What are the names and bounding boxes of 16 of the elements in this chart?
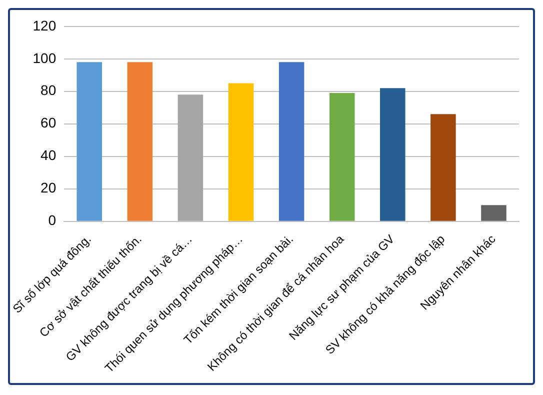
- y-tick-label: 0: [48, 212, 56, 228]
- bar: [178, 94, 204, 221]
- bar: [228, 83, 254, 221]
- y-tick-label: 120: [32, 17, 56, 34]
- bar: [76, 62, 102, 221]
- bar: [380, 88, 406, 221]
- bar: [430, 114, 456, 221]
- bar: [127, 62, 153, 221]
- y-tick-label: 60: [40, 114, 56, 131]
- y-tick-label: 40: [40, 147, 56, 164]
- y-tick-label: 80: [40, 82, 56, 98]
- bar: [329, 93, 355, 221]
- bar: [481, 205, 506, 221]
- y-tick-label: 100: [32, 50, 56, 66]
- y-tick-label: 20: [40, 180, 56, 196]
- bar: [278, 62, 304, 221]
